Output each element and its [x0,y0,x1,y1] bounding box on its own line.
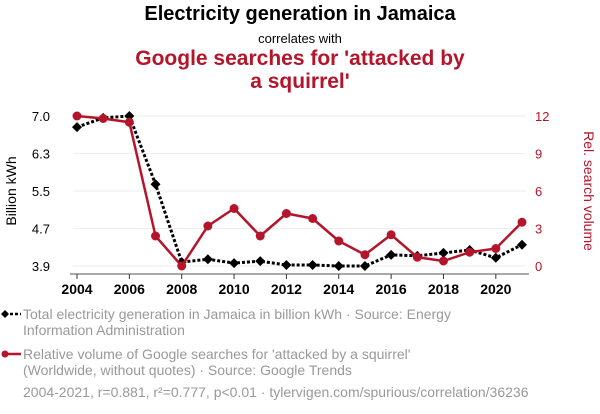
series1-point [307,260,318,271]
series2-point [308,214,318,223]
series2-point [229,204,239,213]
chart-subtitle: correlates with [258,31,342,46]
series2-point [438,256,448,266]
series1-point [333,261,344,271]
legend-swatches [1,310,21,358]
x-tick-label: 2018 [428,281,459,297]
series2-point [124,117,134,127]
legend-marker-series1 [1,310,9,318]
series2-point [72,111,82,121]
y2-tick-label: 6 [535,184,542,199]
series2-point [281,209,291,218]
footer-stats: 2004-2021, r=0.881, r²=0.777, p<0.01 · t… [23,384,529,400]
series2-point [203,221,213,231]
y-tick-label: 6.3 [32,147,50,162]
series1-point [255,256,266,267]
y-tick-label: 5.5 [32,184,50,199]
series1-point [72,122,82,133]
x-tick-label: 2012 [271,281,302,297]
series1-line [76,114,523,268]
x-tick-label: 2008 [166,281,197,297]
y2-axis-label: Rel. search volume [581,131,597,251]
series-searches [72,111,527,271]
title2-text: Google searches for 'attacked by a squir… [135,47,465,93]
x-tick-label: 2006 [114,281,145,297]
series2-point [517,217,527,227]
series2-point [177,261,187,271]
series1-point [150,179,161,190]
y2-tick-label: 12 [535,109,549,124]
legend-marker-series2 [1,350,9,358]
grid-lines [73,115,526,267]
series2-point [386,230,396,240]
x-tick-label: 2014 [323,281,354,297]
series1-point [202,254,213,265]
series1-point [517,239,527,250]
series1-point [438,247,449,258]
series1-point [386,249,397,260]
chart-title-secondary: Google searches for 'attacked by a squir… [0,47,600,93]
series2-point [334,236,344,246]
series2-point [491,244,501,253]
series1-point [229,258,240,269]
x-tick-label: 2004 [61,281,92,297]
axes: 3.9 4.7 5.5 6.3 7.0 0 3 6 9 12 2004 2006 2008 2010 201… [32,109,550,297]
series2-line [76,114,523,268]
series1-point [124,111,135,121]
series1-point [359,261,370,271]
series1-point [281,260,292,271]
chart-title: Electricity generation in Jamaica [144,3,456,25]
y2-tick-label: 9 [535,147,542,162]
y2-tick-label: 3 [535,222,542,237]
series2-point [151,231,161,241]
series1-point [490,252,501,263]
x-tick-label: 2016 [376,281,407,297]
series2-point [360,250,370,260]
legend-series1: Total electricity generation in Jamaica … [23,306,451,338]
y-tick-label: 4.7 [32,222,50,237]
y2-tick-label: 0 [535,259,542,274]
series2-point [465,247,475,257]
y-tick-label: 7.0 [32,109,50,124]
series2-point [98,114,108,123]
x-tick-label: 2020 [480,281,511,297]
series2-point [255,231,265,241]
series2-point [412,252,422,262]
y-axis-label: Billion kWh [3,156,19,225]
legend-series2: Relative volume of Google searches for '… [23,346,411,378]
y-tick-label: 3.9 [32,259,50,274]
x-tick-label: 2010 [218,281,249,297]
